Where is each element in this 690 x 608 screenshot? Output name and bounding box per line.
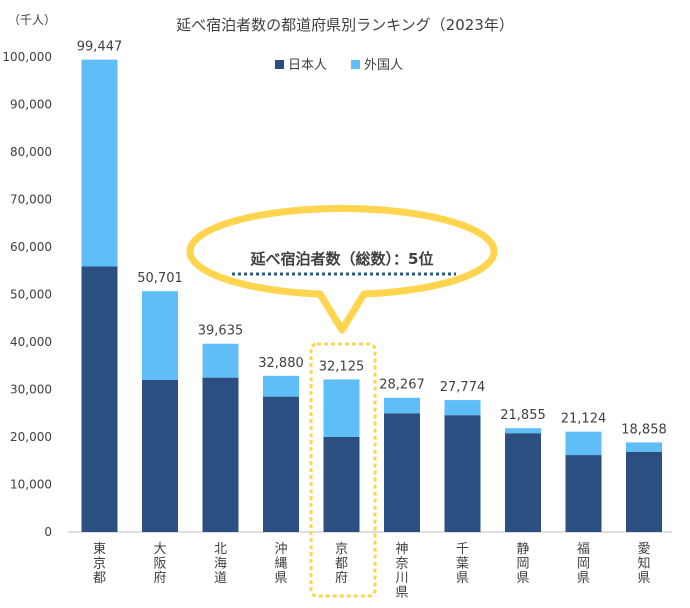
category-label: 福岡県 (577, 542, 590, 586)
y-tick-label: 90,000 (10, 98, 52, 112)
callout-text: 延べ宿泊者数（総数）：5位 (250, 250, 434, 268)
y-tick-label: 70,000 (10, 193, 52, 207)
bar-total-label: 21,855 (500, 408, 546, 423)
legend-label-foreign: 外国人 (364, 58, 403, 73)
bar-segment-japanese (444, 415, 481, 532)
bar-segment-japanese (202, 377, 239, 532)
y-tick-label: 10,000 (10, 478, 52, 492)
category-label: 東京都 (93, 541, 106, 586)
bar-segment-japanese (323, 437, 360, 532)
legend-swatch-japanese (275, 60, 284, 69)
bar-segment-foreign (444, 400, 481, 416)
bar-total-label: 28,267 (379, 378, 425, 393)
chart-title: 延べ宿泊者数の都道府県別ランキング（2023年） (176, 16, 514, 34)
bar-segment-japanese (565, 455, 602, 532)
category-label: 大阪府 (153, 542, 166, 586)
bar-segment-foreign (505, 428, 541, 434)
bar-segment-foreign (626, 442, 662, 452)
bar-total-label: 50,701 (137, 271, 183, 286)
category-label: 京都府 (335, 542, 348, 586)
category-label: 沖縄県 (274, 542, 287, 586)
bar-total-label: 32,125 (319, 359, 365, 374)
bar-segment-foreign (323, 379, 360, 437)
bar-segment-foreign (565, 431, 602, 456)
legend-label-japanese: 日本人 (288, 58, 327, 73)
category-labels: 東京都 大阪府 北海道 沖縄県 京都府 神奈川県 千葉県 静岡県 福岡県 愛知県 (93, 541, 651, 601)
y-tick-label: 0 (44, 525, 52, 539)
legend: 日本人 外国人 (275, 58, 403, 73)
bars (81, 59, 662, 532)
category-label: 愛知県 (637, 542, 650, 586)
bar-segment-foreign (384, 397, 420, 414)
bar-total-label: 32,880 (258, 356, 304, 371)
category-label: 北海道 (214, 542, 227, 586)
bar-segment-japanese (142, 380, 178, 532)
y-tick-label: 30,000 (10, 383, 52, 397)
y-tick-label: 40,000 (10, 335, 52, 349)
bar-segment-foreign (81, 59, 118, 267)
y-tick-label: 50,000 (10, 288, 52, 302)
category-label: 静岡県 (516, 542, 529, 586)
bar-segment-japanese (505, 433, 541, 532)
bar-segment-japanese (81, 266, 118, 532)
bar-total-label: 99,447 (77, 40, 123, 55)
y-tick-label: 100,000 (2, 50, 52, 64)
y-tick-label: 60,000 (10, 240, 52, 254)
y-tick-label: 20,000 (10, 430, 52, 444)
callout-bubble (186, 204, 498, 334)
category-label: 神奈川県 (395, 542, 408, 601)
bar-total-label: 27,774 (440, 380, 486, 395)
callout-annotation: 延べ宿泊者数（総数）：5位 (186, 204, 498, 334)
bar-total-labels: 99,447 50,701 39,635 32,880 32,125 28,267 27,7… (77, 40, 667, 438)
bar-segment-foreign (202, 343, 239, 378)
bar-segment-foreign (263, 375, 299, 397)
bar-total-label: 39,635 (198, 324, 244, 339)
bar-total-label: 21,124 (561, 412, 607, 427)
bar-segment-japanese (384, 413, 420, 532)
category-label: 千葉県 (456, 542, 469, 586)
y-tick-label: 80,000 (10, 145, 52, 159)
bar-total-label: 18,858 (621, 422, 667, 437)
y-axis: 0 10,000 20,000 30,000 40,000 50,000 60,000 70,… (2, 50, 52, 539)
bar-segment-japanese (626, 451, 662, 532)
bar-segment-foreign (142, 291, 178, 380)
legend-swatch-foreign (351, 60, 360, 69)
highlight-box-kyoto (309, 342, 377, 598)
bar-segment-japanese (263, 396, 299, 532)
y-axis-unit-label: （千人） (8, 13, 56, 27)
